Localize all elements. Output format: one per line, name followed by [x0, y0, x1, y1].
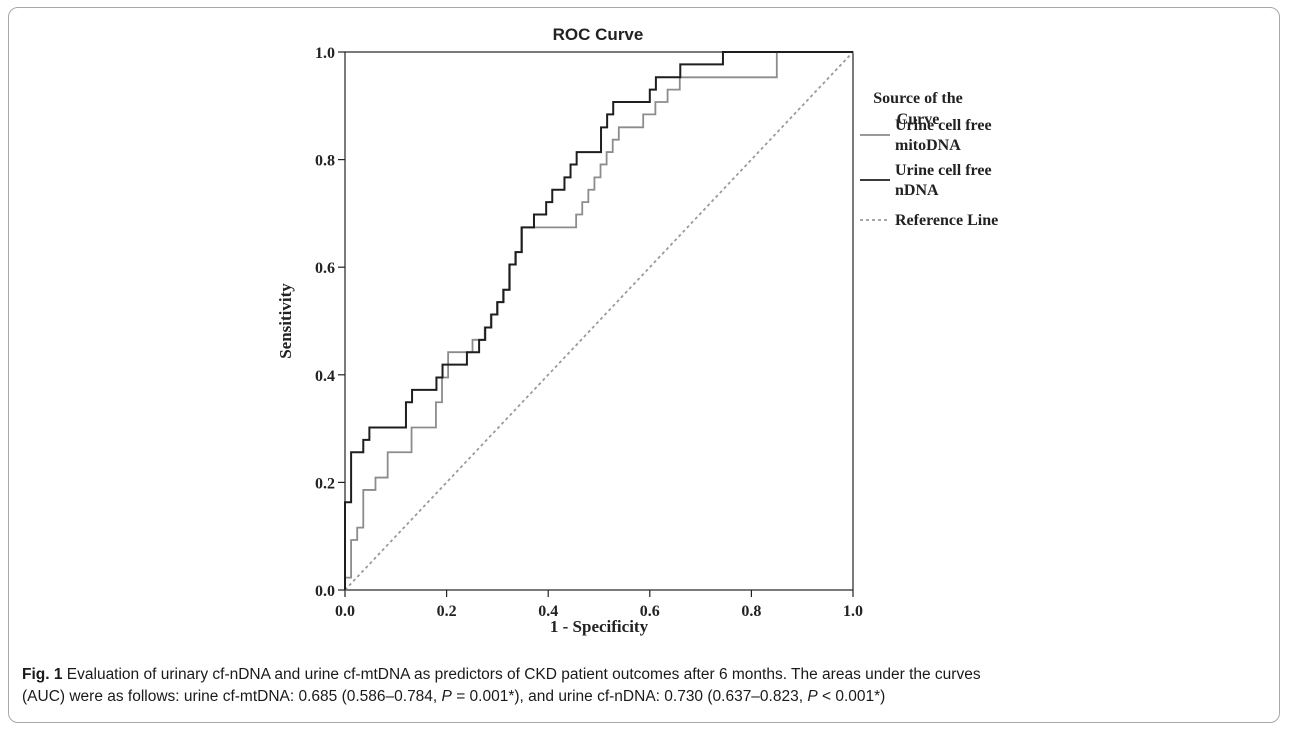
series-layer [344, 51, 854, 591]
legend-title-line-1: Source of the [873, 90, 962, 107]
legend-label-1-line-2: nDNA [895, 182, 939, 199]
legend-label-0-line-2: mitoDNA [895, 137, 961, 154]
caption-p-symbol-2: P [807, 688, 818, 705]
x-tick-label-2: 0.4 [538, 603, 558, 620]
x-axis: 0.0 0.2 0.4 0.6 0.8 1.0 [335, 590, 863, 620]
series-line-1 [344, 51, 853, 590]
x-tick-label-0: 0.0 [335, 603, 355, 620]
legend-title-line-2: Curve [897, 111, 940, 128]
y-axis: 0.0 0.2 0.4 0.6 0.8 1.0 [315, 45, 345, 600]
plot-area [344, 51, 854, 591]
y-tick-label-0: 0.0 [315, 583, 335, 600]
x-tick-label-4: 0.8 [741, 603, 761, 620]
x-tick-label-3: 0.6 [640, 603, 660, 620]
legend: Source of the Curve Urine cell free mitoD… [860, 90, 998, 229]
legend-label-1-line-1: Urine cell free [895, 162, 992, 179]
x-tick-label-1: 0.2 [437, 603, 457, 620]
series-line-2 [344, 51, 854, 591]
y-tick-label-4: 0.8 [315, 153, 335, 170]
caption-figure-label: Fig. 1 [22, 666, 63, 683]
caption-text-line1: Evaluation of urinary cf-nDNA and urine … [62, 666, 981, 683]
legend-label-0-line-1: Urine cell free [895, 117, 992, 134]
x-axis-label: 1 - Specificity [550, 617, 649, 636]
y-tick-label-1: 0.2 [315, 475, 335, 492]
y-tick-label-2: 0.4 [315, 368, 335, 385]
caption-p-symbol-1: P [441, 688, 452, 705]
figure-caption: Fig. 1 Evaluation of urinary cf-nDNA and… [22, 664, 1272, 708]
caption-text-line2: (AUC) were as follows: urine cf-mtDNA: 0… [22, 688, 442, 705]
y-tick-label-3: 0.6 [315, 260, 335, 277]
y-axis-label: Sensitivity [276, 283, 295, 359]
y-tick-label-5: 1.0 [315, 45, 335, 62]
x-tick-label-5: 1.0 [843, 603, 863, 620]
caption-p-value-2: < 0.001*) [817, 688, 886, 705]
legend-label-2-line-1: Reference Line [895, 212, 998, 229]
caption-p-value-1: = 0.001*), and urine cf-nDNA: 0.730 (0.6… [451, 688, 808, 705]
chart-title: ROC Curve [553, 25, 644, 44]
